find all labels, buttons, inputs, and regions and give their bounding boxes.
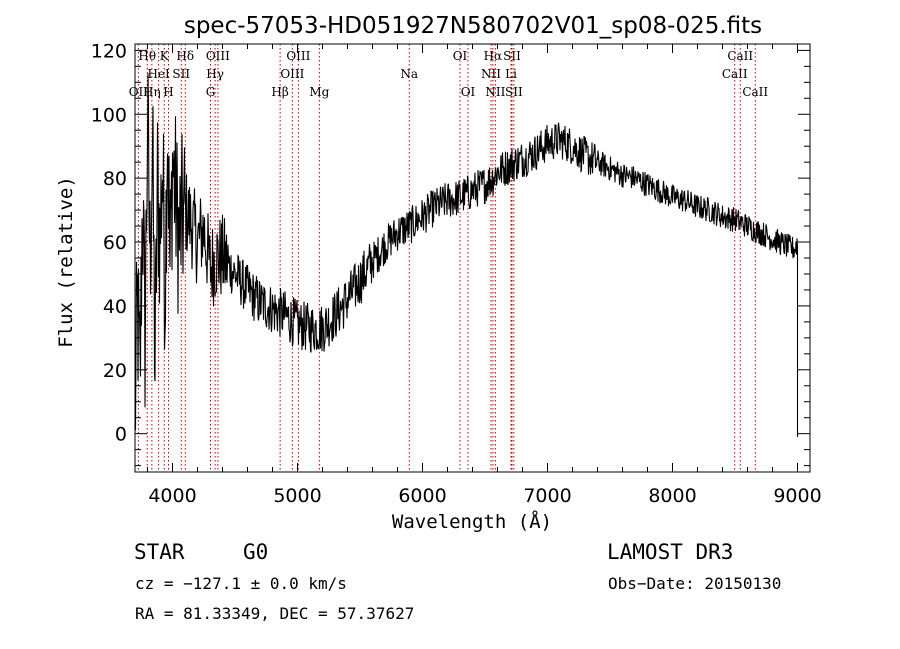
spectral-line-label: G: [206, 85, 216, 99]
observation-date: Obs−Date: 20150130: [608, 574, 782, 593]
spectral-line-label: H: [163, 85, 173, 99]
spectral-line-label: OII: [129, 85, 149, 99]
spectrum-series-line: [134, 73, 799, 437]
spectral-line-label: Hη: [143, 85, 161, 99]
spectral-line-label: HeI: [147, 67, 170, 81]
spectral-line-label: SII: [503, 49, 521, 63]
y-tick-label: 120: [91, 40, 127, 62]
spectral-line-label: CaII: [742, 85, 768, 99]
spectral-line-label: Hγ: [206, 67, 224, 81]
chart-title: spec-57053-HD051927N580702V01_sp08-025.f…: [184, 13, 762, 39]
x-tick-label: 8000: [648, 485, 696, 507]
spectral-line-label: Na: [400, 67, 418, 81]
y-tick-label: 60: [103, 232, 127, 254]
y-axis-label: Flux (relative): [55, 176, 77, 348]
y-tick-label: 0: [115, 424, 127, 446]
spectral-line-label: Mg: [309, 85, 329, 99]
spectral-lines-layer: OII Hθ Hη HeI K H SII Hδ G Hγ OIII Hβ OIII OIII Mg Na OI…: [129, 44, 768, 472]
spectral-line-label: K: [160, 49, 170, 63]
spectral-line-label: Hα: [484, 49, 503, 63]
x-axis-label: Wavelength (Å): [392, 510, 552, 533]
spectral-line-label: OIII: [206, 49, 230, 63]
spectral-line-label: Hθ: [138, 49, 156, 63]
spectral-line-label: OI: [453, 49, 468, 63]
y-tick-label: 80: [103, 168, 127, 190]
spectral-line-label: OIII: [280, 67, 304, 81]
x-tick-label: 6000: [398, 485, 446, 507]
survey-name: LAMOST DR3: [607, 540, 734, 564]
plot-frame: [134, 43, 811, 473]
y-tick-label: 100: [91, 104, 127, 126]
spectral-line-label: Hβ: [271, 85, 288, 99]
y-tick-label: 20: [103, 360, 127, 382]
redshift-cz: cz = −127.1 ± 0.0 km/s: [135, 574, 347, 593]
x-tick-label: 9000: [773, 485, 821, 507]
spectral-line-label: CaII: [722, 67, 748, 81]
spectral-line-label: Hδ: [176, 49, 194, 63]
axis-ticks-layer: 4000 5000 6000 7000 8000 9000 0 20 40 60 80 100 120: [91, 40, 822, 507]
spectral-line-label: Li: [505, 67, 517, 81]
spectral-line-label: CaII: [727, 49, 753, 63]
x-tick-label: 4000: [148, 485, 196, 507]
object-type: STAR: [134, 540, 185, 564]
spectral-line-label: OIII: [286, 49, 310, 63]
y-tick-label: 40: [103, 296, 127, 318]
spectral-line-label: NII: [485, 85, 505, 99]
x-tick-label: 5000: [273, 485, 321, 507]
spectral-line-label: OI: [461, 85, 476, 99]
spectral-line-label: NII: [481, 67, 501, 81]
spectral-line-label: SII: [172, 67, 190, 81]
x-tick-label: 7000: [523, 485, 571, 507]
ra-dec-coordinates: RA = 81.33349, DEC = 57.37627: [135, 604, 415, 623]
spectral-line-label: SII: [505, 85, 523, 99]
spectral-subclass: G0: [243, 540, 269, 564]
